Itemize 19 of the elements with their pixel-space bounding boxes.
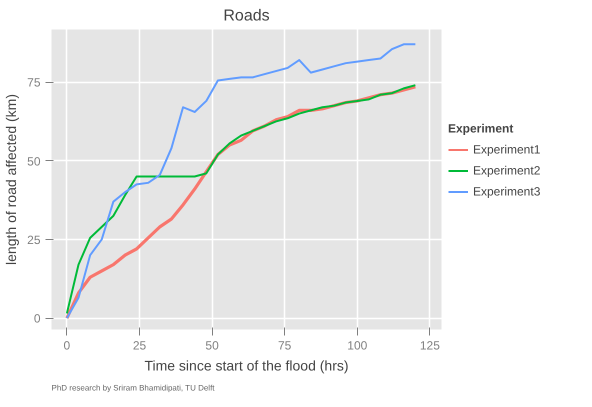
- legend-title: Experiment: [448, 121, 514, 135]
- x-tick-label: 25: [132, 338, 146, 352]
- x-tick-label: 50: [205, 338, 220, 352]
- x-tick-label: 0: [64, 338, 71, 352]
- y-tick-label: 50: [27, 154, 41, 168]
- legend-label: Experiment3: [473, 184, 540, 198]
- x-axis-title: Time since start of the flood (hrs): [144, 358, 349, 374]
- x-tick-label: 75: [278, 338, 292, 352]
- line-series: [66, 43, 416, 320]
- y-tick-label: 25: [27, 232, 41, 247]
- y-tick-label: 0: [34, 312, 41, 326]
- y-axis-title: length of road affected (km): [3, 94, 20, 265]
- chart-title: Roads: [223, 8, 270, 24]
- text: PhD research by Sriram Bhamidipati, TU Delft: [52, 384, 216, 392]
- x-tick-label: 125: [420, 338, 440, 352]
- legend-label: Experiment1: [473, 142, 540, 156]
- y-tick-label: 75: [27, 76, 41, 90]
- x-tick-label: 100: [347, 338, 368, 352]
- legend-label: Experiment2: [473, 163, 540, 177]
